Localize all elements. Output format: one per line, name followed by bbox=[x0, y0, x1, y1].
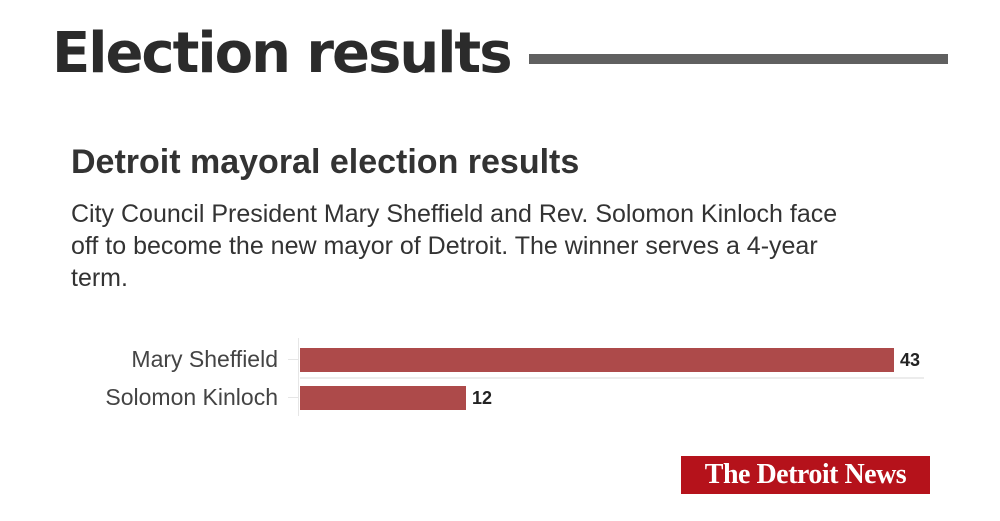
axis-tick bbox=[288, 359, 298, 360]
bar-label: Solomon Kinloch bbox=[105, 384, 278, 410]
header-rule-divider bbox=[528, 54, 948, 64]
chart-title: Detroit mayoral election results bbox=[71, 143, 580, 181]
page-header: Election results bbox=[52, 18, 948, 90]
bar-label: Mary Sheffield bbox=[131, 346, 278, 372]
bar-chart: Mary Sheffield 43 Solomon Kinloch 12 bbox=[0, 338, 1000, 418]
bar bbox=[300, 386, 466, 410]
bar bbox=[300, 348, 894, 372]
page-title: Election results bbox=[52, 21, 513, 86]
gridline bbox=[300, 377, 924, 379]
bar-value-label: 43 bbox=[900, 350, 921, 370]
bar-row-solomon-kinloch: Solomon Kinloch 12 bbox=[0, 378, 1000, 416]
chart-description: City Council President Mary Sheffield an… bbox=[71, 200, 838, 292]
axis-tick bbox=[288, 397, 298, 398]
bar-value-label: 12 bbox=[472, 388, 493, 408]
category-axis-line bbox=[298, 338, 299, 416]
detroit-news-logo: The Detroit News bbox=[681, 456, 930, 494]
bar-row-mary-sheffield: Mary Sheffield 43 bbox=[0, 340, 1000, 379]
logo-text: The Detroit News bbox=[704, 459, 907, 490]
